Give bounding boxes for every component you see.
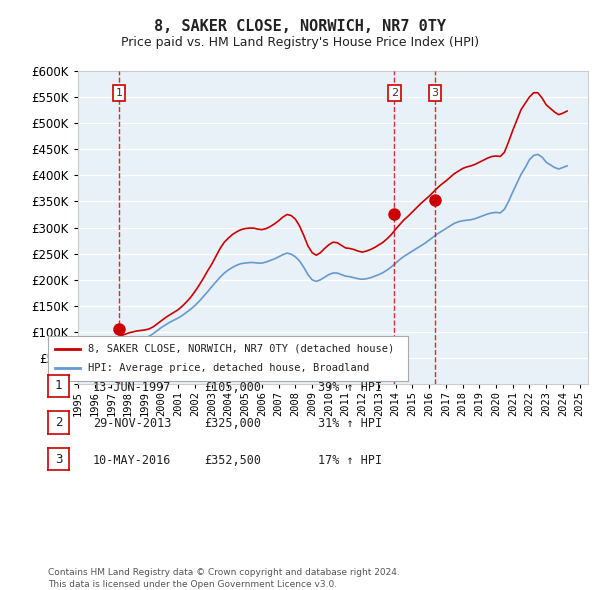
Text: 10-MAY-2016: 10-MAY-2016 (93, 454, 172, 467)
Text: 13-JUN-1997: 13-JUN-1997 (93, 381, 172, 394)
Text: £352,500: £352,500 (204, 454, 261, 467)
Text: 8, SAKER CLOSE, NORWICH, NR7 0TY: 8, SAKER CLOSE, NORWICH, NR7 0TY (154, 19, 446, 34)
Text: 8, SAKER CLOSE, NORWICH, NR7 0TY (detached house): 8, SAKER CLOSE, NORWICH, NR7 0TY (detach… (88, 344, 394, 353)
Text: £105,000: £105,000 (204, 381, 261, 394)
Text: 31% ↑ HPI: 31% ↑ HPI (318, 417, 382, 430)
Text: HPI: Average price, detached house, Broadland: HPI: Average price, detached house, Broa… (88, 363, 369, 373)
Text: 3: 3 (431, 88, 439, 98)
Text: 3: 3 (55, 453, 62, 466)
Text: 2: 2 (391, 88, 398, 98)
Text: 1: 1 (115, 88, 122, 98)
Text: Contains HM Land Registry data © Crown copyright and database right 2024.
This d: Contains HM Land Registry data © Crown c… (48, 568, 400, 589)
Text: 17% ↑ HPI: 17% ↑ HPI (318, 454, 382, 467)
Text: 39% ↑ HPI: 39% ↑ HPI (318, 381, 382, 394)
Text: 29-NOV-2013: 29-NOV-2013 (93, 417, 172, 430)
Text: 2: 2 (55, 416, 62, 429)
Text: £325,000: £325,000 (204, 417, 261, 430)
Text: Price paid vs. HM Land Registry's House Price Index (HPI): Price paid vs. HM Land Registry's House … (121, 36, 479, 49)
Text: 1: 1 (55, 379, 62, 392)
